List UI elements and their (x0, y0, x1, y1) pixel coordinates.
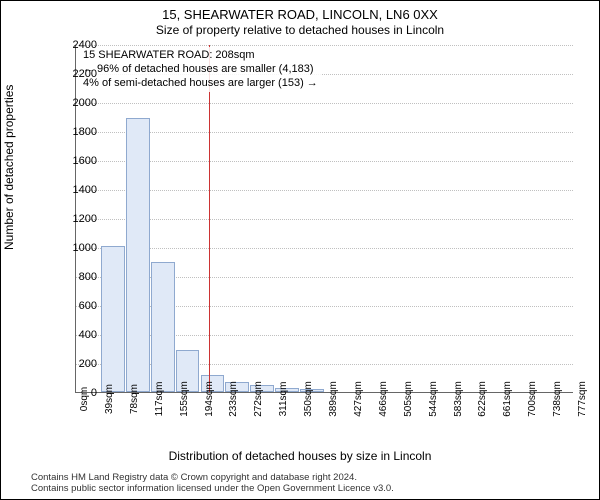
x-tick-label: 233sqm (228, 381, 239, 417)
histogram-bar (126, 118, 150, 392)
annotation-line-1: 15 SHEARWATER ROAD: 208sqm (83, 49, 318, 63)
y-tick-label: 2400 (67, 39, 97, 51)
x-tick-label: 427sqm (353, 381, 364, 417)
x-tick-label: 0sqm (79, 387, 90, 411)
y-tick-label: 1200 (67, 213, 97, 225)
x-tick-label: 389sqm (328, 381, 339, 417)
x-tick-label: 194sqm (204, 381, 215, 417)
x-axis-label: Distribution of detached houses by size … (1, 449, 599, 463)
annotation-box: 15 SHEARWATER ROAD: 208sqm ← 96% of deta… (80, 47, 321, 92)
y-tick-label: 2000 (67, 97, 97, 109)
y-tick-label: 2200 (67, 68, 97, 80)
gridline (76, 219, 573, 220)
annotation-line-3: 4% of semi-detached houses are larger (1… (83, 77, 318, 91)
y-tick-label: 1000 (67, 242, 97, 254)
x-tick-label: 661sqm (502, 381, 513, 417)
gridline (76, 103, 573, 104)
x-tick-label: 544sqm (428, 381, 439, 417)
y-tick-label: 600 (67, 300, 97, 312)
histogram-bar (151, 262, 175, 393)
x-tick-label: 311sqm (278, 382, 289, 417)
x-tick-label: 78sqm (129, 384, 140, 414)
x-tick-label: 466sqm (378, 381, 389, 417)
title-line-2: Size of property relative to detached ho… (1, 23, 599, 37)
x-tick-label: 622sqm (477, 381, 488, 417)
plot-area: 15 SHEARWATER ROAD: 208sqm ← 96% of deta… (75, 45, 573, 393)
footnote: Contains HM Land Registry data © Crown c… (31, 473, 589, 495)
annotation-line-2: ← 96% of detached houses are smaller (4,… (83, 63, 318, 77)
x-tick-label: 117sqm (154, 382, 165, 417)
gridline (76, 45, 573, 46)
gridline (76, 190, 573, 191)
y-tick-label: 400 (67, 329, 97, 341)
gridline (76, 132, 573, 133)
x-tick-label: 39sqm (104, 384, 115, 414)
y-tick-label: 1600 (67, 155, 97, 167)
chart-container: 15, SHEARWATER ROAD, LINCOLN, LN6 0XX Si… (0, 0, 600, 500)
x-tick-label: 738sqm (552, 381, 563, 417)
x-tick-label: 700sqm (527, 381, 538, 417)
x-tick-label: 505sqm (403, 381, 414, 417)
x-tick-label: 155sqm (179, 381, 190, 417)
y-tick-label: 1400 (67, 184, 97, 196)
x-tick-label: 350sqm (303, 381, 314, 417)
x-tick-label: 272sqm (253, 381, 264, 417)
gridline (76, 161, 573, 162)
y-tick-label: 1800 (67, 126, 97, 138)
histogram-bar (101, 246, 125, 392)
title-line-1: 15, SHEARWATER ROAD, LINCOLN, LN6 0XX (1, 7, 599, 22)
y-tick-label: 200 (67, 358, 97, 370)
x-tick-label: 777sqm (577, 381, 588, 417)
y-tick-label: 800 (67, 271, 97, 283)
x-tick-label: 583sqm (453, 381, 464, 417)
gridline (76, 248, 573, 249)
footnote-line-2: Contains public sector information licen… (31, 484, 589, 495)
y-axis-label: Number of detached properties (2, 85, 16, 250)
reference-line (209, 45, 210, 392)
